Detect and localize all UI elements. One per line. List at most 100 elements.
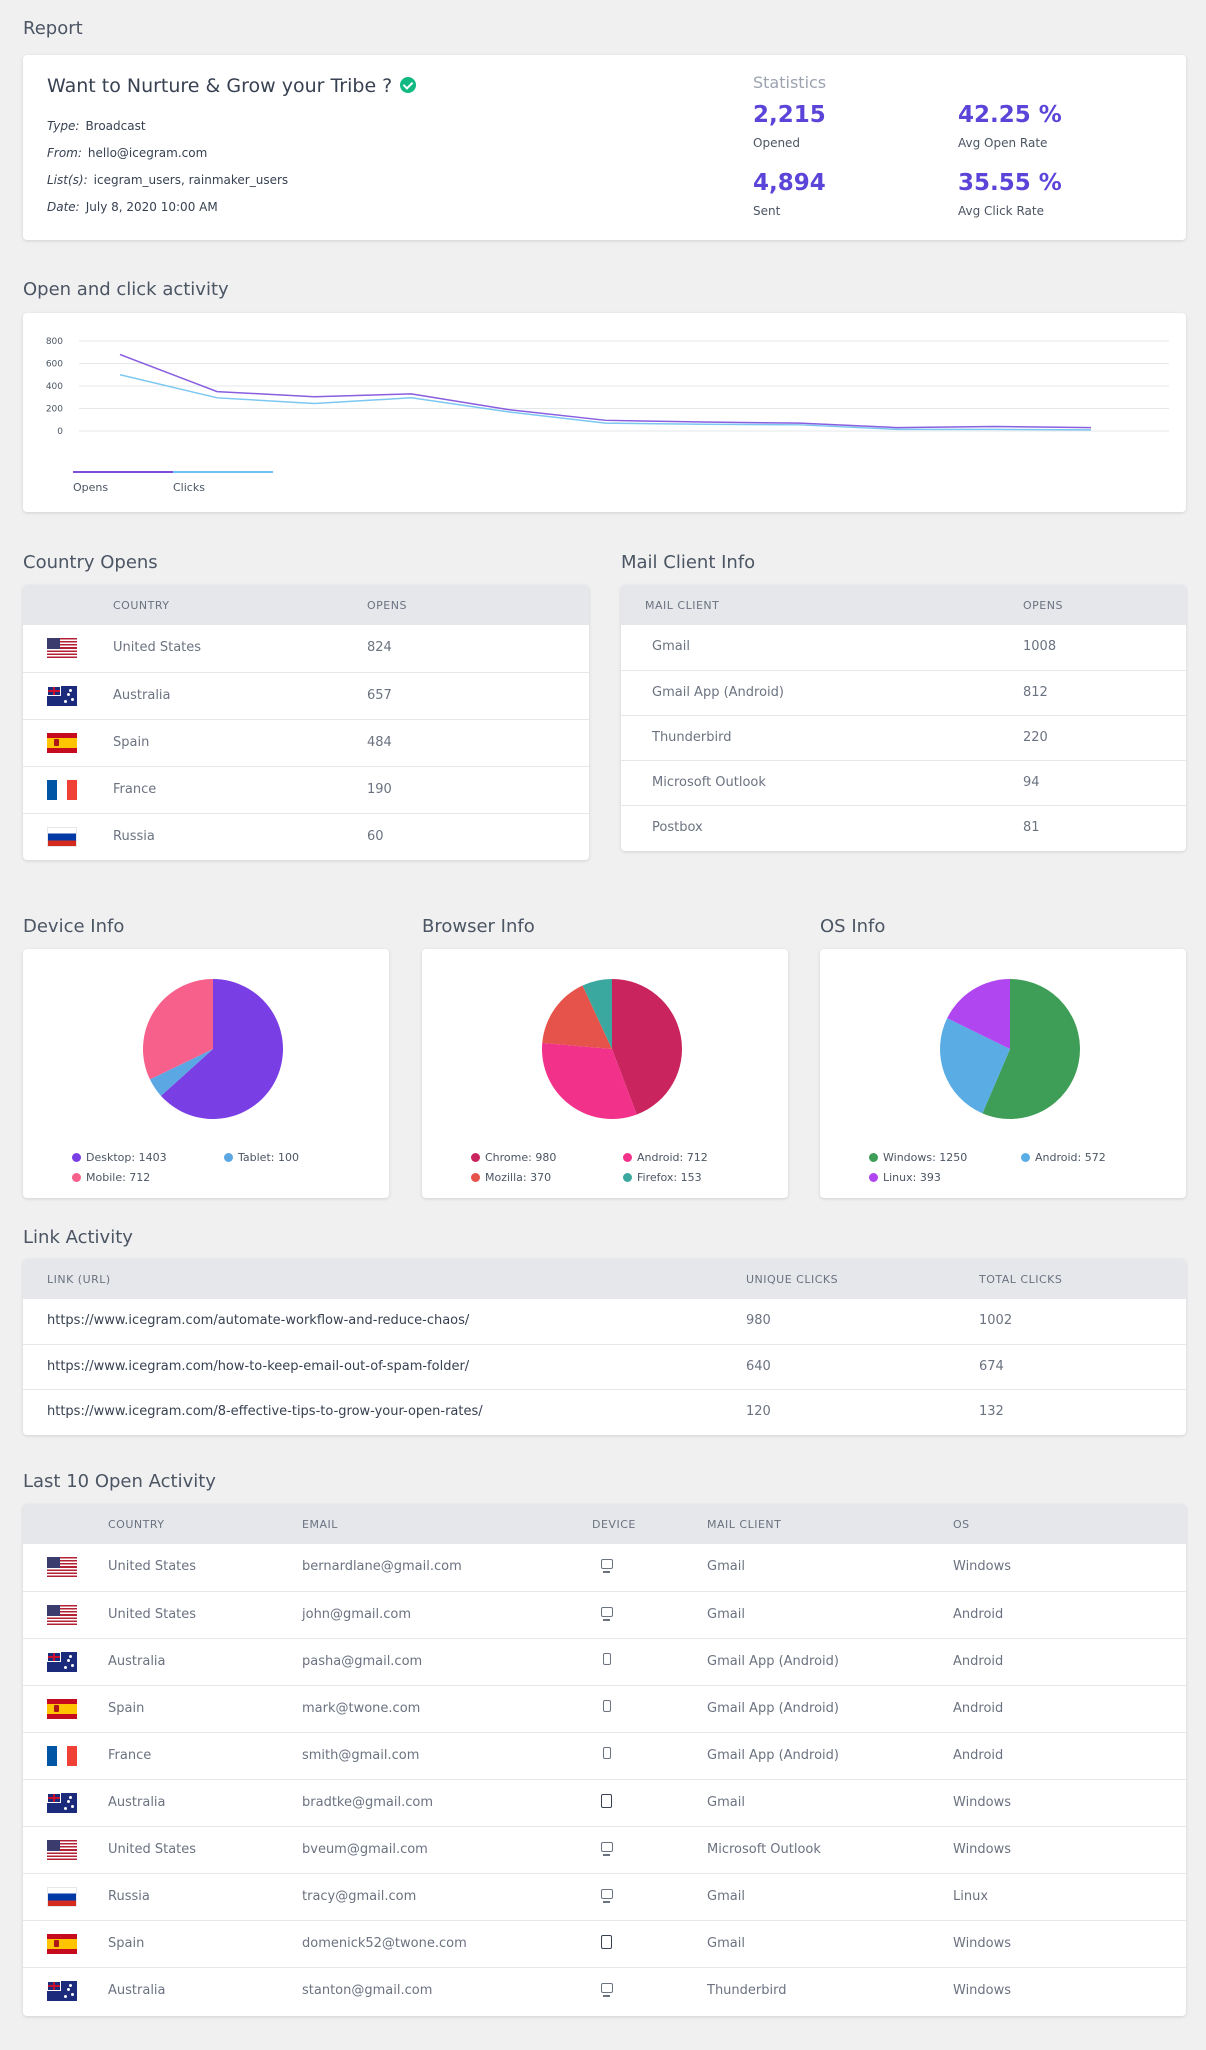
country-name: United States: [108, 1559, 197, 1574]
os-name: Windows: [953, 1559, 1012, 1574]
pie-slice-chrome: [612, 979, 682, 1115]
mail-client-name: Microsoft Outlook: [652, 775, 766, 790]
legend-dot: [869, 1152, 878, 1162]
desktop-icon: [601, 1607, 613, 1621]
opened-label: Opened: [753, 136, 801, 150]
email-address: bernardlane@gmail.com: [302, 1559, 462, 1574]
y-tick-label: 800: [46, 337, 63, 347]
mail-client-name: Gmail App (Android): [707, 1654, 839, 1669]
activity-chart-card: 800 600 400 200 0 Opens Clicks: [23, 313, 1186, 512]
legend-label: Android: 572: [1035, 1151, 1106, 1164]
mail-client-name: Gmail App (Android): [707, 1748, 839, 1763]
column-header-link: LINK (URL): [47, 1273, 111, 1286]
column-header-device: DEVICE: [592, 1518, 636, 1531]
legend-item-android[interactable]: Android: 572: [1021, 1151, 1106, 1164]
total-clicks: 132: [979, 1404, 1004, 1419]
fr-flag-icon: [47, 780, 77, 800]
os-name: Windows: [953, 1795, 1012, 1810]
browser-info-title: Browser Info: [422, 916, 535, 937]
legend-item-windows[interactable]: Windows: 1250: [869, 1151, 967, 1164]
opens-count: 824: [367, 640, 392, 655]
check-circle-icon: [400, 76, 417, 93]
date-label: Date:: [47, 200, 80, 214]
link-activity-title: Link Activity: [23, 1227, 133, 1248]
table-row: Australia stanton@gmail.com Thunderbird Win…: [23, 1967, 1186, 2014]
page-title: Report: [23, 18, 83, 39]
table-header: COUNTRY OPENS: [23, 585, 589, 625]
column-header-opens: OPENS: [1023, 599, 1063, 612]
table-row: France smith@gmail.com Gmail App (Android)…: [23, 1732, 1186, 1779]
legend-item-chrome[interactable]: Chrome: 980: [471, 1151, 556, 1164]
opens-count: 1008: [1023, 639, 1057, 654]
country-name: United States: [108, 1842, 197, 1857]
campaign-summary-card: Want to Nurture & Grow your Tribe ? Type…: [23, 55, 1186, 240]
legend-dot: [471, 1172, 480, 1182]
campaign-type: Type: Broadcast: [47, 119, 146, 133]
legend-item-desktop[interactable]: Desktop: 1403: [72, 1151, 167, 1164]
browser-pie-chart: [542, 979, 682, 1119]
legend-item-linux[interactable]: Linux: 393: [869, 1171, 941, 1184]
column-header-mail-client: MAIL CLIENT: [707, 1518, 782, 1531]
mobile-icon: [603, 1747, 611, 1759]
link-url[interactable]: https://www.icegram.com/8-effective-tips…: [47, 1404, 483, 1419]
legend-item-mozilla[interactable]: Mozilla: 370: [471, 1171, 551, 1184]
open-activity-title: Last 10 Open Activity: [23, 1471, 216, 1492]
os-name: Windows: [953, 1936, 1012, 1951]
legend-label-opens[interactable]: Opens: [73, 481, 108, 494]
legend-label-clicks[interactable]: Clicks: [173, 481, 205, 494]
table-row: Spain domenick52@twone.com Gmail Windows: [23, 1920, 1186, 1967]
mail-client-name: Gmail: [707, 1607, 745, 1622]
legend-dot: [623, 1172, 632, 1182]
desktop-icon: [601, 1559, 613, 1573]
ru-flag-icon: [47, 1887, 77, 1907]
date-value: July 8, 2020 10:00 AM: [85, 200, 218, 214]
link-url[interactable]: https://www.icegram.com/how-to-keep-emai…: [47, 1359, 470, 1374]
legend-label: Android: 712: [637, 1151, 708, 1164]
table-row: https://www.icegram.com/automate-workflo…: [23, 1299, 1186, 1344]
opens-count: 484: [367, 735, 392, 750]
country-name: Australia: [108, 1983, 166, 1998]
legend-item-mobile[interactable]: Mobile: 712: [72, 1171, 150, 1184]
legend-label: Mobile: 712: [86, 1171, 151, 1184]
country-name: France: [113, 782, 157, 797]
os-name: Linux: [953, 1889, 989, 1904]
table-row: Spain mark@twone.com Gmail App (Android) An…: [23, 1685, 1186, 1732]
legend-item-firefox[interactable]: Firefox: 153: [623, 1171, 702, 1184]
email-address: pasha@gmail.com: [302, 1654, 423, 1669]
mail-client-table: MAIL CLIENT OPENS Gmail 1008 Gmail App (An…: [621, 585, 1186, 851]
table-row: Gmail App (Android) 812: [621, 670, 1186, 715]
legend-item-tablet[interactable]: Tablet: 100: [224, 1151, 299, 1164]
lists-label: List(s):: [47, 173, 88, 187]
pie-slice-linux: [947, 979, 1010, 1049]
y-tick-label: 600: [46, 360, 63, 370]
avg-click-rate-label: Avg Click Rate: [958, 204, 1044, 218]
pie-slice-desktop: [160, 979, 283, 1119]
legend-label: Mozilla: 370: [485, 1171, 552, 1184]
mail-client-title: Mail Client Info: [621, 552, 756, 573]
campaign-title: Want to Nurture & Grow your Tribe ?: [47, 75, 417, 97]
avg-open-rate-label: Avg Open Rate: [958, 136, 1048, 150]
column-header-mail-client: MAIL CLIENT: [645, 599, 720, 612]
table-row: Russia tracy@gmail.com Gmail Linux: [23, 1873, 1186, 1920]
us-flag-icon: [47, 638, 77, 658]
pie-slice-android: [940, 1018, 1010, 1114]
activity-title: Open and click activity: [23, 279, 229, 300]
au-flag-icon: [47, 1981, 77, 2001]
country-name: United States: [108, 1607, 197, 1622]
email-address: john@gmail.com: [302, 1607, 412, 1622]
opens-count: 220: [1023, 730, 1048, 745]
link-url[interactable]: https://www.icegram.com/automate-workflo…: [47, 1313, 470, 1328]
lists-value: icegram_users, rainmaker_users: [93, 173, 289, 187]
legend-item-android[interactable]: Android: 712: [623, 1151, 708, 1164]
os-name: Windows: [953, 1842, 1012, 1857]
table-row: Thunderbird 220: [621, 715, 1186, 760]
os-name: Android: [953, 1607, 1004, 1622]
column-header-country: COUNTRY: [108, 1518, 165, 1531]
legend-dot: [623, 1152, 632, 1162]
legend-label: Linux: 393: [883, 1171, 941, 1184]
mail-client-name: Microsoft Outlook: [707, 1842, 821, 1857]
table-row: https://www.icegram.com/8-effective-tips…: [23, 1389, 1186, 1434]
country-name: Spain: [108, 1936, 145, 1951]
legend-label: Firefox: 153: [637, 1171, 702, 1184]
country-name: Russia: [108, 1889, 150, 1904]
